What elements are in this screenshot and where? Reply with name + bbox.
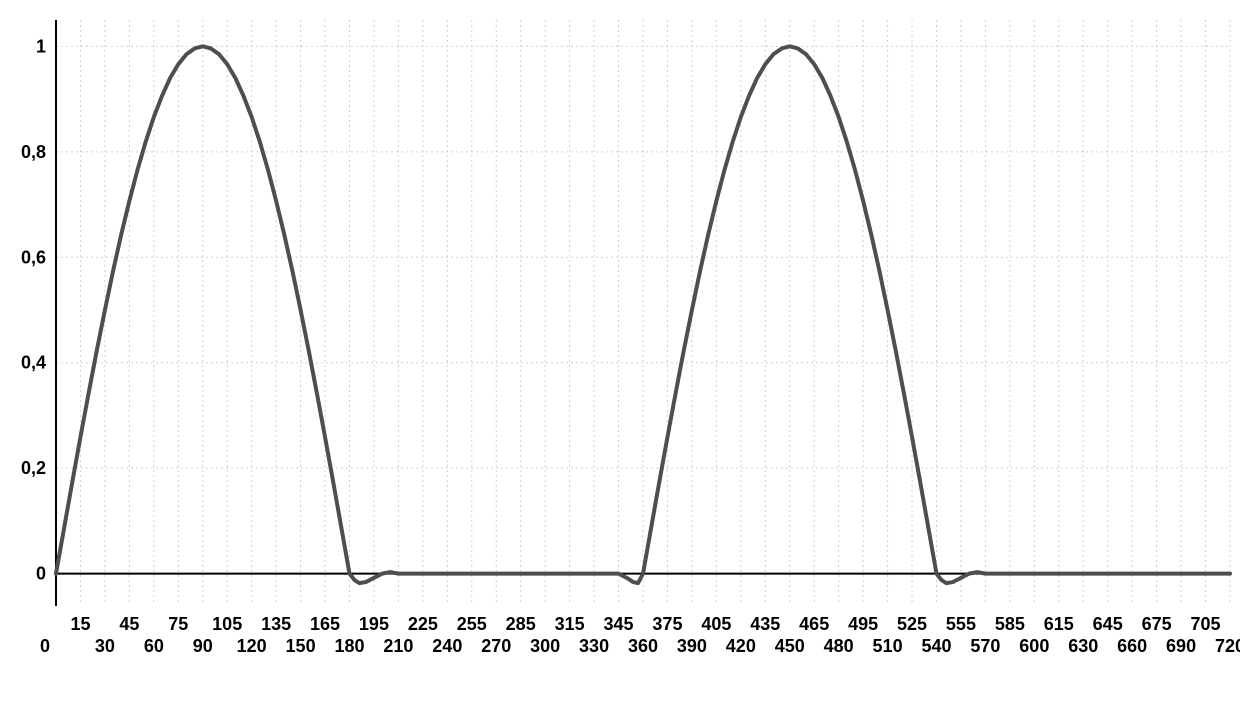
- y-tick-label: 1: [36, 36, 46, 56]
- x-tick-label: 345: [604, 614, 634, 634]
- x-tick-label: 630: [1068, 636, 1098, 656]
- x-tick-label: 570: [970, 636, 1000, 656]
- x-tick-label: 105: [212, 614, 242, 634]
- y-tick-label: 0: [36, 564, 46, 584]
- x-tick-label: 45: [119, 614, 139, 634]
- x-tick-label: 660: [1117, 636, 1147, 656]
- x-tick-label: 510: [873, 636, 903, 656]
- x-tick-label: 600: [1019, 636, 1049, 656]
- x-tick-label: 405: [701, 614, 731, 634]
- x-tick-label: 330: [579, 636, 609, 656]
- x-tick-label: 585: [995, 614, 1025, 634]
- x-tick-label: 120: [237, 636, 267, 656]
- x-tick-label: 240: [432, 636, 462, 656]
- line-chart: 0 0,2 0,4 0,6 0,8 1 15 45 75 105 135 165 195 225 255 28…: [0, 0, 1240, 710]
- y-tick-label: 0,4: [21, 353, 46, 373]
- x-tick-label: 525: [897, 614, 927, 634]
- x-tick-label: 225: [408, 614, 438, 634]
- x-tick-label: 255: [457, 614, 487, 634]
- x-tick-label: 690: [1166, 636, 1196, 656]
- y-tick-label: 0,2: [21, 458, 46, 478]
- x-tick-label: 390: [677, 636, 707, 656]
- x-tick-label: 135: [261, 614, 291, 634]
- x-tick-label: 75: [168, 614, 188, 634]
- x-tick-label: 480: [824, 636, 854, 656]
- x-tick-label: 420: [726, 636, 756, 656]
- x-tick-label: 300: [530, 636, 560, 656]
- x-tick-label: 375: [652, 614, 682, 634]
- x-tick-label: 495: [848, 614, 878, 634]
- x-tick-label: 720: [1215, 636, 1240, 656]
- x-tick-label: 195: [359, 614, 389, 634]
- chart-container: 0 0,2 0,4 0,6 0,8 1 15 45 75 105 135 165 195 225 255 28…: [0, 0, 1240, 710]
- x-tick-label: 450: [775, 636, 805, 656]
- y-tick-label: 0,8: [21, 142, 46, 162]
- x-tick-label: 15: [70, 614, 90, 634]
- x-tick-label: 0: [40, 636, 50, 656]
- x-tick-label: 270: [481, 636, 511, 656]
- x-tick-label: 30: [95, 636, 115, 656]
- x-tick-label: 285: [506, 614, 536, 634]
- x-tick-label: 540: [921, 636, 951, 656]
- x-tick-label: 705: [1191, 614, 1221, 634]
- x-tick-label: 435: [750, 614, 780, 634]
- x-tick-label: 555: [946, 614, 976, 634]
- x-tick-label: 60: [144, 636, 164, 656]
- chart-background: [0, 0, 1240, 710]
- x-tick-label: 360: [628, 636, 658, 656]
- x-tick-label: 90: [193, 636, 213, 656]
- y-tick-label: 0,6: [21, 247, 46, 267]
- x-tick-label: 210: [383, 636, 413, 656]
- x-tick-label: 675: [1142, 614, 1172, 634]
- x-tick-label: 150: [286, 636, 316, 656]
- x-tick-label: 165: [310, 614, 340, 634]
- x-tick-label: 615: [1044, 614, 1074, 634]
- x-tick-label: 465: [799, 614, 829, 634]
- x-tick-label: 645: [1093, 614, 1123, 634]
- x-tick-label: 315: [555, 614, 585, 634]
- x-tick-label: 180: [334, 636, 364, 656]
